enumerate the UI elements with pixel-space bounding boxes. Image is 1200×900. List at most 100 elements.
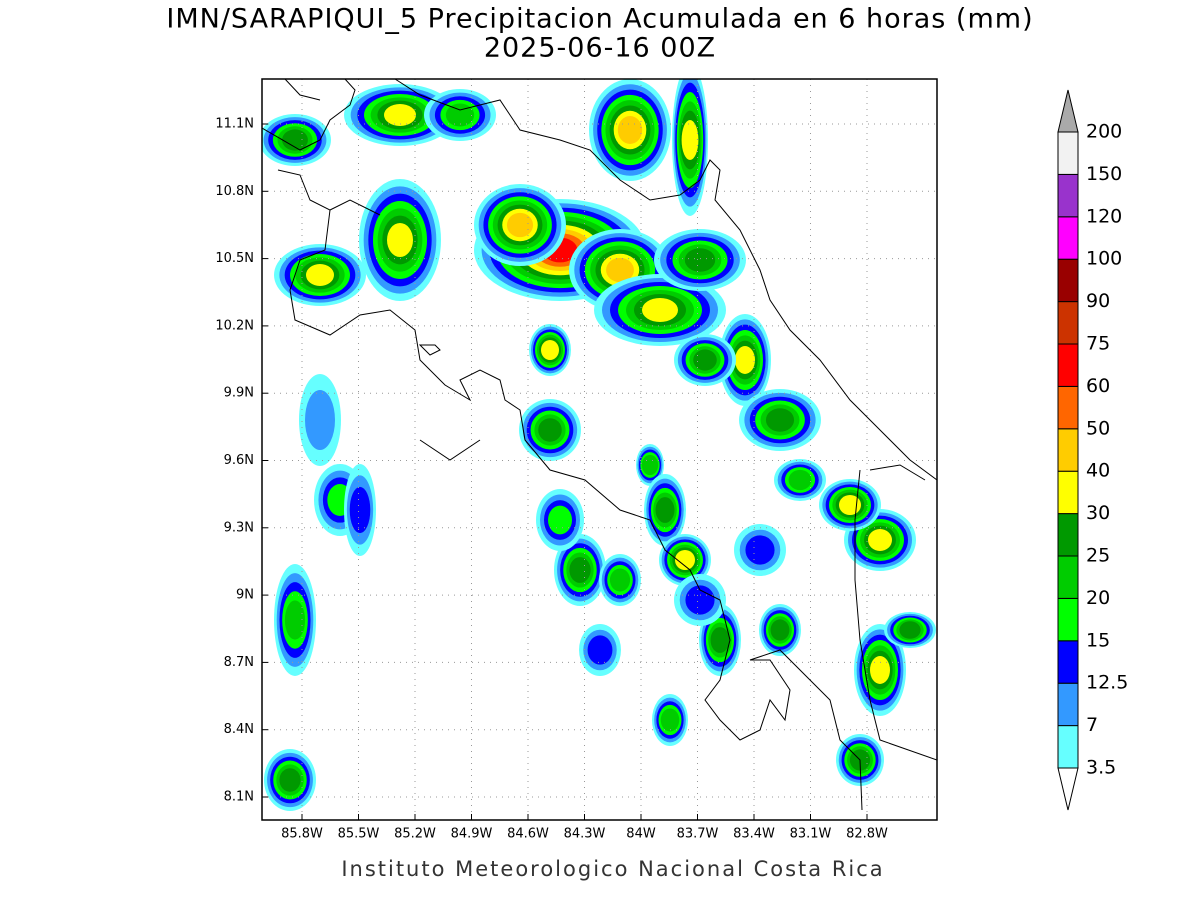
border: [284, 79, 937, 761]
colorbar-label: 25: [1086, 545, 1110, 567]
colorbar-segment: [1057, 173, 1079, 218]
colorbar-label: 120: [1086, 205, 1122, 227]
colorbar-label: 40: [1086, 460, 1110, 482]
subtitle: 2025-06-16 00Z: [484, 33, 716, 64]
precip-contour: [655, 497, 675, 523]
precip-contour: [606, 257, 634, 283]
lon-tick-label: 83.1W: [790, 827, 832, 842]
precip-contour: [445, 103, 475, 127]
colorbar-segment: [1057, 597, 1079, 642]
precip-contour: [306, 264, 334, 286]
precip-contour: [868, 529, 892, 551]
colorbar-label: 150: [1086, 163, 1122, 185]
colorbar-label: 3.5: [1086, 757, 1116, 779]
precip-field: [262, 79, 936, 811]
colorbar-triangle: [1057, 89, 1079, 133]
lat-tick-label: 8.1N: [224, 790, 254, 805]
lon-tick-label: 85.8W: [281, 827, 323, 842]
precip-contour: [770, 619, 790, 641]
precip-contour: [587, 635, 613, 665]
precip-contour: [641, 454, 659, 476]
precip-contour: [693, 349, 717, 371]
lon-tick-label: 84W: [626, 827, 656, 842]
colorbar-segment: [1057, 131, 1079, 175]
lat-tick-label: 10.2N: [215, 318, 254, 333]
title: IMN/SARAPIQUI_5 Precipitacion Acumulada …: [166, 4, 1033, 35]
colorbar-label: 200: [1086, 121, 1122, 143]
precip-contour: [710, 627, 730, 653]
precip-contour: [349, 486, 371, 534]
lon-tick-label: 83.4W: [733, 827, 775, 842]
precip-contour: [660, 708, 680, 732]
coastline: [262, 79, 863, 811]
colorbar-segment: [1057, 513, 1079, 557]
lat-tick-label: 8.7N: [224, 655, 254, 670]
precip-contour: [548, 505, 572, 535]
precip-contour: [609, 568, 631, 592]
lat-tick-label: 9.6N: [224, 453, 254, 468]
colorbar-label: 75: [1086, 333, 1110, 355]
footer: Instituto Meteorologico Nacional Costa R…: [341, 857, 884, 881]
lat-tick-label: 9.3N: [224, 520, 254, 535]
colorbar-label: 60: [1086, 375, 1110, 397]
colorbar-segment: [1057, 470, 1079, 515]
colorbar-label: 15: [1086, 629, 1110, 651]
colorbar-label: 30: [1086, 502, 1110, 524]
precip-contour: [642, 298, 678, 322]
colorbar: 3.5 7 12.5 15 20 25 30 40 50 60 75 90 100 120 150 200: [1057, 89, 1128, 811]
lon-tick-label: 84.6W: [507, 827, 549, 842]
lat-tick-label: 9.9N: [224, 386, 254, 401]
precip-contour: [899, 621, 921, 639]
colorbar-label: 12.5: [1086, 672, 1128, 694]
lon-tick-label: 84.9W: [451, 827, 493, 842]
colorbar-segment: [1057, 385, 1079, 430]
colorbar-segment: [1057, 343, 1079, 387]
lat-tick-label: 9N: [236, 588, 254, 603]
colorbar-segment: [1057, 555, 1079, 599]
lon-tick-label: 82.8W: [846, 827, 888, 842]
lat-tick-label: 10.8N: [215, 184, 254, 199]
precip-contour: [617, 116, 643, 144]
precip-contour: [870, 656, 890, 684]
colorbar-segment: [1057, 216, 1079, 260]
colorbar-label: 100: [1086, 248, 1122, 270]
lat-tick-label: 11.1N: [215, 117, 254, 132]
colorbar-label: 90: [1086, 290, 1110, 312]
grid: 85.8W 85.5W 85.2W 84.9W 84.6W 84.3W 84W 83.7W 83…: [215, 79, 937, 842]
precip-contour: [305, 390, 335, 450]
precip-contour: [675, 550, 695, 570]
colorbar-segment: [1057, 725, 1079, 769]
colorbar-segment: [1057, 301, 1079, 345]
colorbar-triangle: [1057, 767, 1079, 811]
coastlines: [262, 79, 937, 811]
precip-contour: [387, 223, 413, 257]
precip-contour: [538, 418, 562, 442]
colorbar-segment: [1057, 428, 1079, 472]
lon-tick-label: 84.3W: [564, 827, 606, 842]
precip-contour: [282, 129, 308, 151]
precip-contour: [681, 120, 699, 160]
map-frame: [261, 78, 938, 821]
precip-contour: [765, 408, 795, 432]
lon-tick-label: 85.5W: [338, 827, 380, 842]
lon-tick-label: 83.7W: [677, 827, 719, 842]
precip-contour: [684, 248, 716, 272]
precip-contour: [384, 104, 416, 126]
precip-contour: [506, 212, 534, 238]
colorbar-segment: [1057, 640, 1079, 684]
colorbar-segment: [1057, 258, 1079, 303]
precip-contour: [745, 535, 775, 565]
colorbar-segment: [1057, 682, 1079, 727]
precip-contour: [735, 346, 755, 374]
precip-contour: [279, 768, 301, 792]
precip-contour: [788, 469, 812, 491]
precip-contour: [541, 340, 559, 360]
colorbar-label: 20: [1086, 587, 1110, 609]
precip-contour: [284, 600, 306, 640]
lat-tick-label: 10.5N: [215, 251, 254, 266]
lon-tick-label: 85.2W: [394, 827, 436, 842]
precip-contour: [569, 557, 591, 583]
lat-tick-label: 8.4N: [224, 722, 254, 737]
precip-contour: [685, 585, 715, 615]
